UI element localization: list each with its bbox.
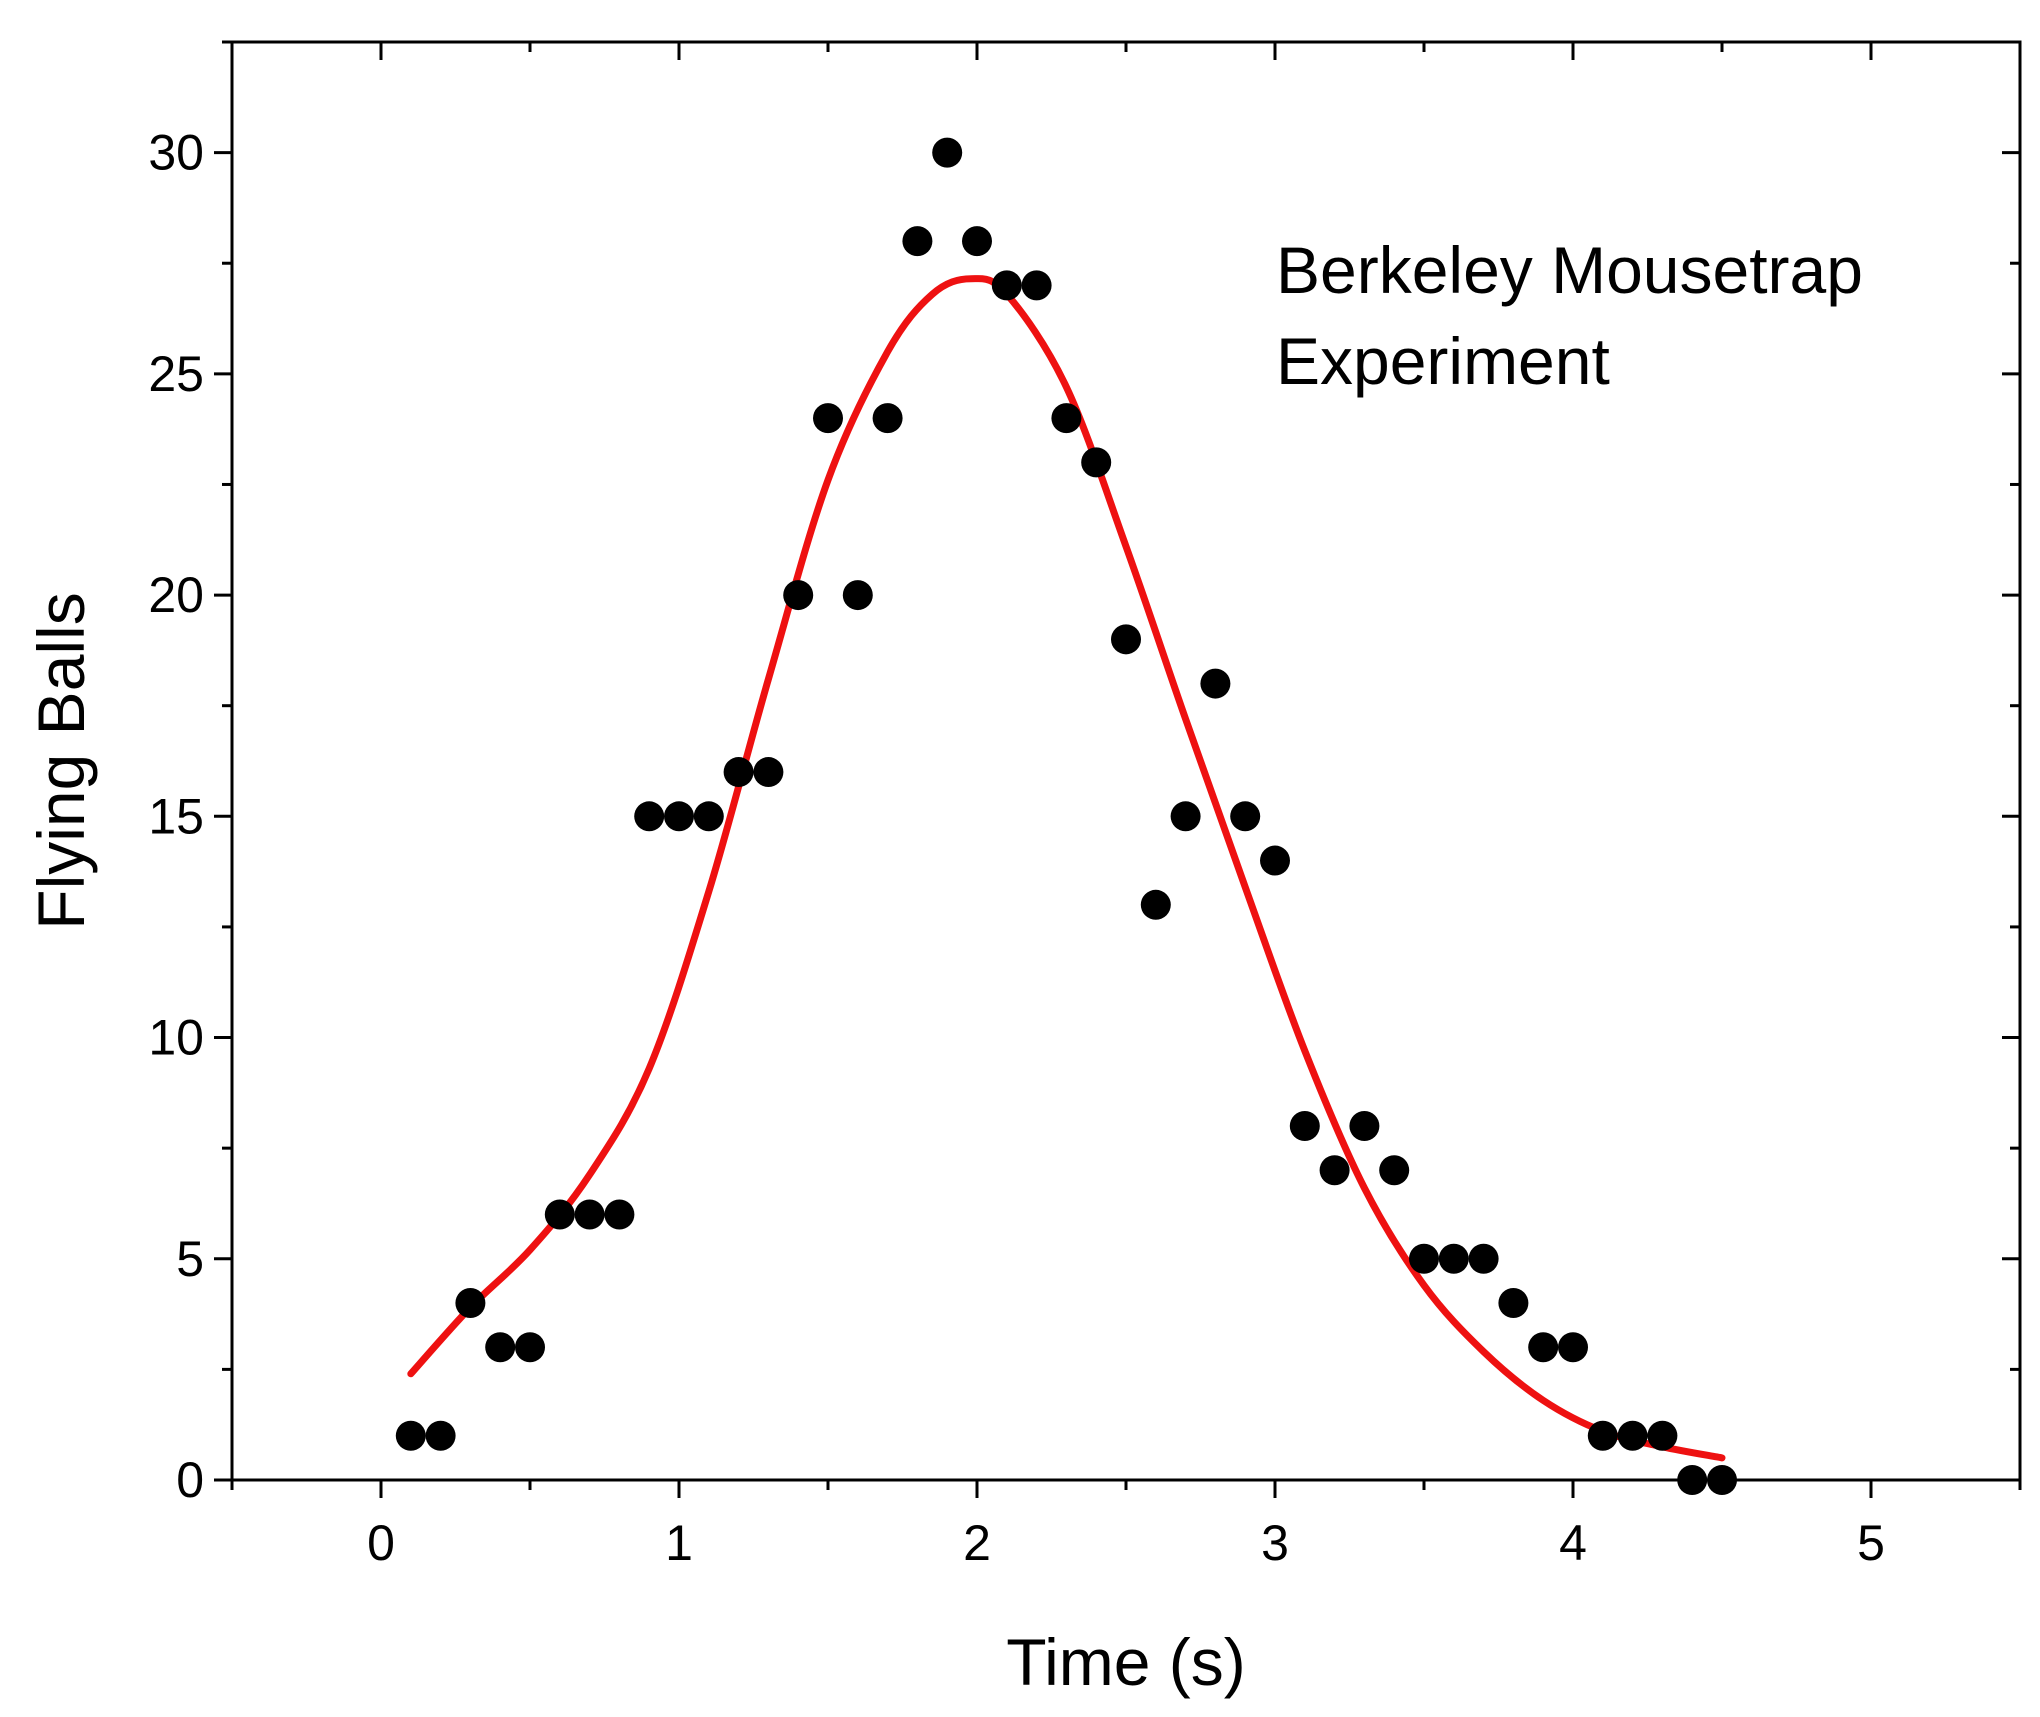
x-tick-label: 5 — [1857, 1515, 1885, 1571]
data-point — [1379, 1155, 1410, 1186]
x-tick-label: 0 — [367, 1515, 395, 1571]
data-point — [872, 403, 903, 434]
data-point — [664, 801, 694, 832]
x-tick-label: 1 — [665, 1515, 693, 1571]
y-axis-title: Flying Balls — [24, 592, 98, 929]
data-point — [604, 1199, 635, 1230]
fit-curve — [407, 275, 1726, 1462]
data-point — [1260, 845, 1290, 876]
data-point — [485, 1332, 516, 1363]
data-point — [1230, 801, 1261, 832]
data-point — [1021, 270, 1052, 301]
data-point — [395, 1420, 426, 1451]
x-tick-label: 2 — [963, 1515, 991, 1571]
data-point — [634, 801, 665, 832]
y-tick-label: 10 — [148, 1010, 204, 1066]
data-point — [1170, 801, 1201, 832]
data-point — [753, 757, 784, 788]
x-axis-title: Time (s) — [1006, 1625, 1246, 1699]
data-point — [1558, 1332, 1588, 1363]
data-point — [1200, 668, 1231, 699]
data-point — [693, 801, 724, 832]
data-point — [1498, 1288, 1529, 1319]
data-point — [783, 580, 814, 611]
data-points — [395, 137, 1737, 1495]
data-point — [1140, 889, 1171, 920]
x-tick-label: 3 — [1261, 1515, 1289, 1571]
y-tick-label: 15 — [148, 788, 204, 844]
data-point — [842, 580, 873, 611]
data-point — [425, 1420, 456, 1451]
data-point — [1707, 1465, 1737, 1495]
data-point — [455, 1288, 486, 1319]
x-tick-label: 4 — [1559, 1515, 1587, 1571]
data-point — [1677, 1465, 1708, 1495]
x-axis: 0 1 2 3 4 5 — [230, 42, 2022, 1571]
data-point — [1468, 1243, 1499, 1274]
y-tick-label: 20 — [148, 567, 204, 623]
data-point — [574, 1199, 605, 1230]
y-tick-label: 5 — [176, 1231, 204, 1287]
data-point — [932, 137, 963, 168]
data-point — [1587, 1420, 1618, 1451]
data-point — [1409, 1243, 1439, 1274]
data-point — [1528, 1332, 1559, 1363]
data-point — [544, 1199, 575, 1230]
data-point — [1289, 1111, 1320, 1142]
data-point — [723, 757, 754, 788]
data-point — [1111, 624, 1141, 655]
data-point — [962, 226, 992, 257]
data-point — [1349, 1111, 1380, 1142]
annotation-line-1: Berkeley Mousetrap — [1276, 233, 1863, 307]
data-point — [1051, 403, 1082, 434]
data-point — [1081, 447, 1112, 478]
y-tick-label: 0 — [176, 1452, 204, 1508]
y-tick-label: 25 — [148, 346, 204, 402]
data-point — [1319, 1155, 1350, 1186]
data-point — [902, 226, 933, 257]
data-point — [1617, 1420, 1648, 1451]
data-point — [991, 270, 1022, 301]
annotation-line-2: Experiment — [1276, 324, 1610, 398]
y-axis: 0 5 10 15 20 25 30 — [148, 40, 2020, 1508]
data-point — [1647, 1420, 1678, 1451]
y-tick-label: 30 — [148, 125, 204, 181]
data-point — [1438, 1243, 1469, 1274]
data-point — [813, 403, 843, 434]
data-point — [515, 1332, 545, 1363]
